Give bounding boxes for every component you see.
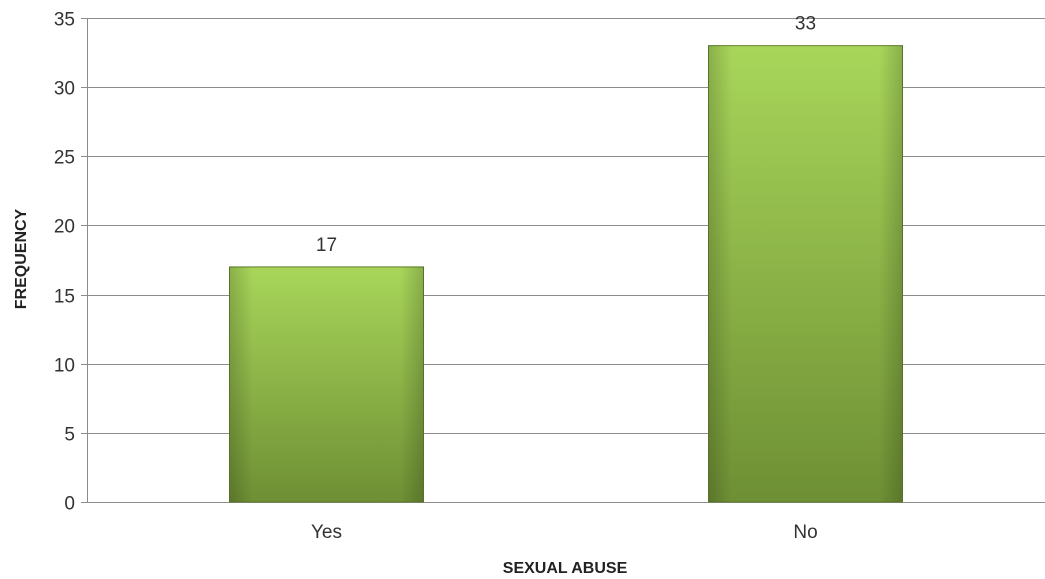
data-label: 33	[795, 14, 816, 35]
y-tick-label: 15	[54, 287, 75, 308]
y-tick-label: 10	[54, 356, 75, 377]
x-axis-categories: Yes No	[311, 522, 818, 543]
data-label: 17	[316, 235, 337, 256]
bar-yes	[229, 266, 424, 503]
x-category-label: Yes	[311, 522, 342, 543]
bar-shading	[708, 45, 903, 503]
x-category-label: No	[793, 522, 817, 543]
y-axis-title: FREQUENCY	[13, 208, 30, 309]
x-axis-title: SEXUAL ABUSE	[503, 560, 628, 577]
y-tick-label: 5	[64, 425, 75, 446]
y-tick-label: 0	[64, 494, 75, 515]
y-tick-label: 35	[54, 10, 75, 31]
y-tick-label: 20	[54, 217, 75, 238]
y-tick-label: 25	[54, 148, 75, 169]
y-axis-ticks: 0 5 10 15 20 25 30 35	[54, 10, 75, 515]
bars	[229, 45, 903, 503]
y-tick-label: 30	[54, 79, 75, 100]
bar-shading	[229, 266, 424, 502]
bar-no	[708, 45, 903, 503]
